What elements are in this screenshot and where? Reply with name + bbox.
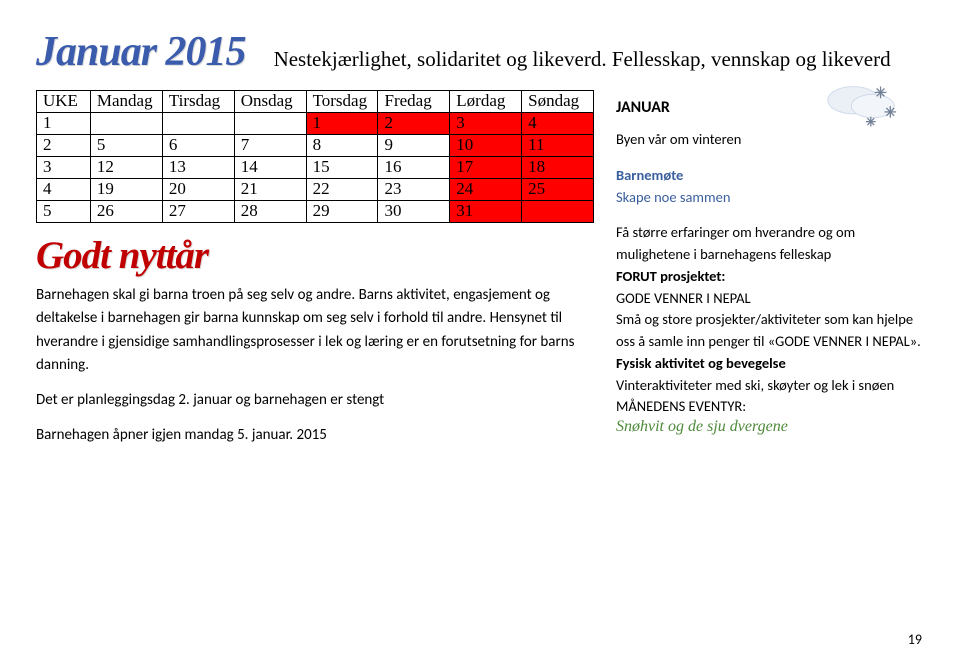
cal-cell: 3	[37, 157, 91, 179]
table-row: 312131415161718	[37, 157, 594, 179]
cal-cell: 25	[522, 179, 594, 201]
body-p1: Barnehagen skal gi barna troen på seg se…	[36, 284, 594, 377]
body-p2: Det er planleggingsdag 2. januar og barn…	[36, 389, 594, 412]
table-row: 11234	[37, 113, 594, 135]
cal-cell	[234, 113, 306, 135]
side-tale: Snøhvit og de sju dvergene	[616, 418, 924, 436]
cal-cell: 16	[378, 157, 450, 179]
cal-cell: 8	[306, 135, 378, 157]
table-row: 419202122232425	[37, 179, 594, 201]
cal-cell: 10	[450, 135, 522, 157]
side-line: GODE VENNER I NEPAL	[616, 288, 924, 310]
cal-header-cell: Torsdag	[306, 91, 378, 113]
cal-cell: 21	[234, 179, 306, 201]
side-line: Vinteraktiviteter med ski, skøyter og le…	[616, 375, 924, 397]
side-heading: Fysisk aktivitet og bevegelse	[616, 353, 924, 375]
cal-cell: 28	[234, 201, 306, 223]
cal-cell: 30	[378, 201, 450, 223]
cal-cell: 18	[522, 157, 594, 179]
cal-header-cell: Mandag	[90, 91, 162, 113]
cal-header-cell: Lørdag	[450, 91, 522, 113]
table-row: 5262728293031	[37, 201, 594, 223]
cal-header-cell: Tirsdag	[162, 91, 234, 113]
cal-cell: 5	[37, 201, 91, 223]
cal-cell: 31	[450, 201, 522, 223]
page-number: 19	[908, 631, 922, 648]
cal-cell: 4	[37, 179, 91, 201]
cal-cell: 11	[522, 135, 594, 157]
cal-header-cell: Fredag	[378, 91, 450, 113]
side-heading: Barnemøte	[616, 165, 924, 187]
cal-cell: 22	[306, 179, 378, 201]
cal-cell	[162, 113, 234, 135]
subheading: Godt nyttår	[36, 233, 594, 278]
cal-cell: 24	[450, 179, 522, 201]
cal-cell: 3	[450, 113, 522, 135]
cal-cell: 19	[90, 179, 162, 201]
snowflake-icon	[824, 78, 902, 138]
cal-cell: 29	[306, 201, 378, 223]
side-line: MÅNEDENS EVENTYR:	[616, 396, 924, 418]
side-line: Få større erfaringer om hverandre og om …	[616, 222, 924, 266]
cal-cell: 12	[90, 157, 162, 179]
cal-cell: 4	[522, 113, 594, 135]
calendar-table: UKEMandagTirsdagOnsdagTorsdagFredagLørda…	[36, 90, 594, 223]
cal-cell: 6	[162, 135, 234, 157]
cal-cell: 27	[162, 201, 234, 223]
cal-cell: 5	[90, 135, 162, 157]
cal-cell: 26	[90, 201, 162, 223]
cal-cell: 7	[234, 135, 306, 157]
cal-header-cell: Søndag	[522, 91, 594, 113]
page-subtitle: Nestekjærlighet, solidaritet og likeverd…	[274, 47, 891, 72]
table-row: 2567891011	[37, 135, 594, 157]
cal-cell	[90, 113, 162, 135]
body-p3: Barnehagen åpner igjen mandag 5. januar.…	[36, 424, 594, 447]
side-line: Små og store prosjekter/aktiviteter som …	[616, 309, 924, 353]
body-text: Barnehagen skal gi barna troen på seg se…	[36, 284, 594, 448]
cal-header-cell: Onsdag	[234, 91, 306, 113]
cal-cell: 15	[306, 157, 378, 179]
cal-cell: 23	[378, 179, 450, 201]
cal-cell	[522, 201, 594, 223]
cal-cell: 14	[234, 157, 306, 179]
cal-cell: 2	[37, 135, 91, 157]
cal-cell: 9	[378, 135, 450, 157]
cal-cell: 1	[306, 113, 378, 135]
sidebar: JANUAR Byen vår om vinteren Barnemøte Sk…	[616, 90, 924, 460]
cal-cell: 13	[162, 157, 234, 179]
cal-header-cell: UKE	[37, 91, 91, 113]
side-line: Skape noe sammen	[616, 187, 924, 209]
side-heading: FORUT prosjektet:	[616, 266, 924, 288]
page-title: Januar 2015	[36, 28, 246, 76]
cal-cell: 17	[450, 157, 522, 179]
cal-cell: 1	[37, 113, 91, 135]
cal-cell: 2	[378, 113, 450, 135]
cal-cell: 20	[162, 179, 234, 201]
